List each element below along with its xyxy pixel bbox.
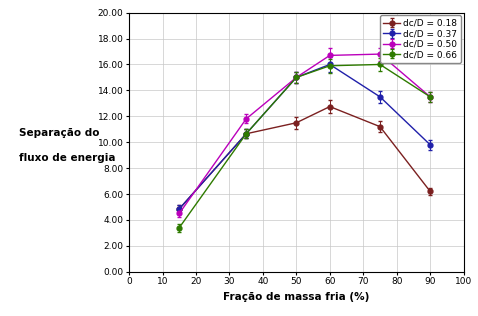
X-axis label: Fração de massa fria (%): Fração de massa fria (%) xyxy=(223,292,369,302)
Text: fluxo de energia: fluxo de energia xyxy=(19,153,116,163)
Text: Separação do: Separação do xyxy=(19,128,99,138)
Legend: dc/D = 0.18, dc/D = 0.37, dc/D = 0.50, dc/D = 0.66: dc/D = 0.18, dc/D = 0.37, dc/D = 0.50, d… xyxy=(380,15,461,63)
